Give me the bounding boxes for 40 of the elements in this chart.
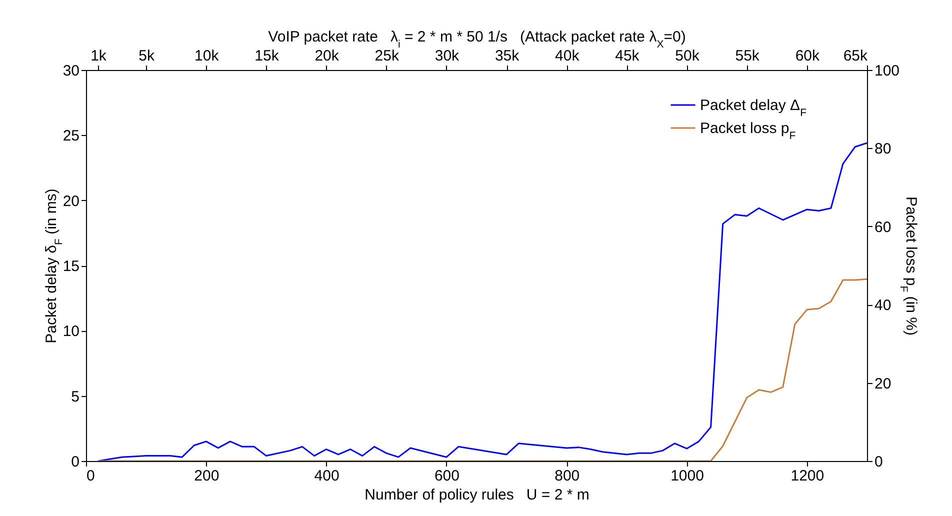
x2-tick-label: 20k — [314, 48, 340, 64]
line-series — [97, 142, 867, 461]
x2-tick-label: 55k — [735, 48, 760, 64]
x-tick-label: 400 — [314, 468, 340, 484]
legend-label: Packet loss p$_{F}$ — [700, 120, 796, 142]
x2-tick-label: 40k — [555, 48, 580, 64]
x2-tick-label: 10k — [194, 48, 220, 64]
y-tick-label: 30 — [62, 62, 80, 80]
y2-tick-label: 80 — [874, 140, 892, 158]
x2-tick-label: 5k — [138, 48, 155, 64]
y2-tick-label: 100 — [874, 62, 900, 80]
x-tick-label: 600 — [434, 468, 460, 484]
y-tick-label: 25 — [62, 128, 80, 145]
y2-tick-label: 0 — [874, 454, 883, 470]
y2-tick-label: 20 — [874, 375, 892, 392]
x-tick-label: 800 — [554, 468, 580, 484]
x2-tick-label: 30k — [434, 48, 460, 64]
x-tick-label: 200 — [194, 468, 220, 484]
x2-tick-label: 50k — [675, 48, 700, 64]
x2-tick-label: 65k — [843, 48, 868, 64]
y2-tick-label: 40 — [874, 297, 892, 314]
x-axis-title: Number of policy rules U = 2 * m — [364, 486, 590, 504]
y-tick-label: 10 — [62, 323, 80, 340]
x2-tick-label: 25k — [374, 48, 400, 64]
y-tick-label: 5 — [71, 388, 80, 406]
y-tick-label: 20 — [62, 192, 80, 210]
y-tick-label: 15 — [62, 258, 80, 275]
x2-tick-label: 15k — [254, 48, 280, 64]
y2-tick-label: 60 — [874, 218, 892, 236]
line-series — [97, 278, 867, 461]
x2-tick-label: 45k — [615, 48, 640, 64]
y-tick-label: 0 — [71, 454, 80, 470]
x-tick-label: 1200 — [790, 468, 824, 484]
legend-label: Packet delay Δ$_{F}$ — [700, 97, 806, 119]
x2-tick-label: 60k — [795, 48, 820, 64]
x2-tick-label: 1k — [90, 48, 107, 64]
x-tick-label: 1000 — [670, 468, 704, 484]
x2-axis-title: VoIP packet rate λ$_{i}$ = 2 * m * 50 1/s (Attack packet rate λ$_{X}$=0) — [268, 28, 686, 50]
x-tick-label: 0 — [86, 468, 95, 484]
x2-tick-label: 35k — [494, 48, 520, 64]
